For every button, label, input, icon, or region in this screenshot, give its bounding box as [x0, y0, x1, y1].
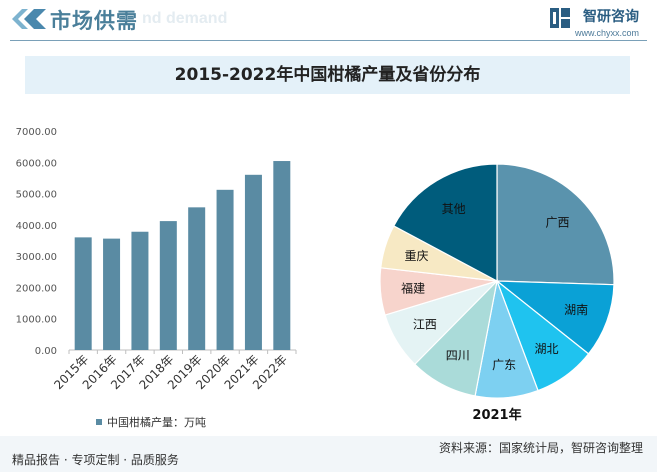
brand-logo-url: www.chyxx.com	[574, 28, 639, 38]
bar-chart: 0.00 1000.00 2000.00 3000.00 4000.00 5000.00 6…	[16, 127, 297, 429]
bar-2020年	[216, 189, 234, 350]
y-tick-label: 5000.00	[16, 190, 57, 201]
pie-label: 湖南	[564, 302, 588, 317]
y-tick-label: 7000.00	[16, 127, 57, 138]
bar-2016年	[103, 238, 121, 350]
section-title: 市场供需	[50, 8, 138, 33]
y-tick-label: 3000.00	[16, 252, 57, 263]
pie-title: 2021年	[472, 407, 521, 423]
pie-label: 湖北	[535, 341, 559, 356]
legend-label: 中国柑橘产量：万吨	[107, 415, 206, 429]
chart-title: 2015-2022年中国柑橘产量及省份分布	[25, 56, 630, 94]
header-divider	[10, 40, 647, 41]
header-chevron-icon	[12, 9, 46, 29]
pie-slice-其他	[392, 163, 498, 283]
pie-label: 江西	[413, 318, 437, 332]
bar-2017年	[131, 231, 149, 350]
footer-band	[0, 436, 657, 472]
bar-2019年	[188, 207, 206, 350]
bar-2022年	[273, 161, 291, 350]
brand-logo-icon	[550, 8, 570, 28]
legend-swatch	[96, 419, 102, 425]
brand-logo-text: 智研咨询	[583, 9, 639, 25]
pie-label: 其他	[442, 202, 466, 216]
pie-slice-湖南	[495, 280, 615, 355]
pie-label: 重庆	[405, 249, 429, 263]
pie-label: 福建	[401, 281, 425, 296]
y-tick-label: 6000.00	[16, 158, 57, 169]
pie-label: 四川	[446, 349, 470, 363]
y-tick-label: 2000.00	[16, 283, 57, 294]
bar-2015年	[74, 237, 92, 350]
pie-slice-广西	[496, 163, 615, 286]
footer-source: 资料来源：国家统计局，智研咨询整理	[438, 441, 643, 455]
pie-label: 广西	[545, 215, 569, 229]
pie-label: 广东	[492, 358, 516, 372]
y-tick-label: 4000.00	[16, 221, 57, 232]
y-tick-label: 1000.00	[16, 315, 57, 326]
footer-tagline: 精品报告 · 专项定制 · 品质服务	[12, 453, 179, 467]
y-tick-label: 0.00	[35, 346, 57, 357]
section-title-en: nd demand	[142, 10, 228, 27]
brand-logo: 智研咨询 www.chyxx.com	[550, 6, 639, 38]
bar-2018年	[159, 221, 177, 350]
bar-2021年	[244, 174, 262, 350]
